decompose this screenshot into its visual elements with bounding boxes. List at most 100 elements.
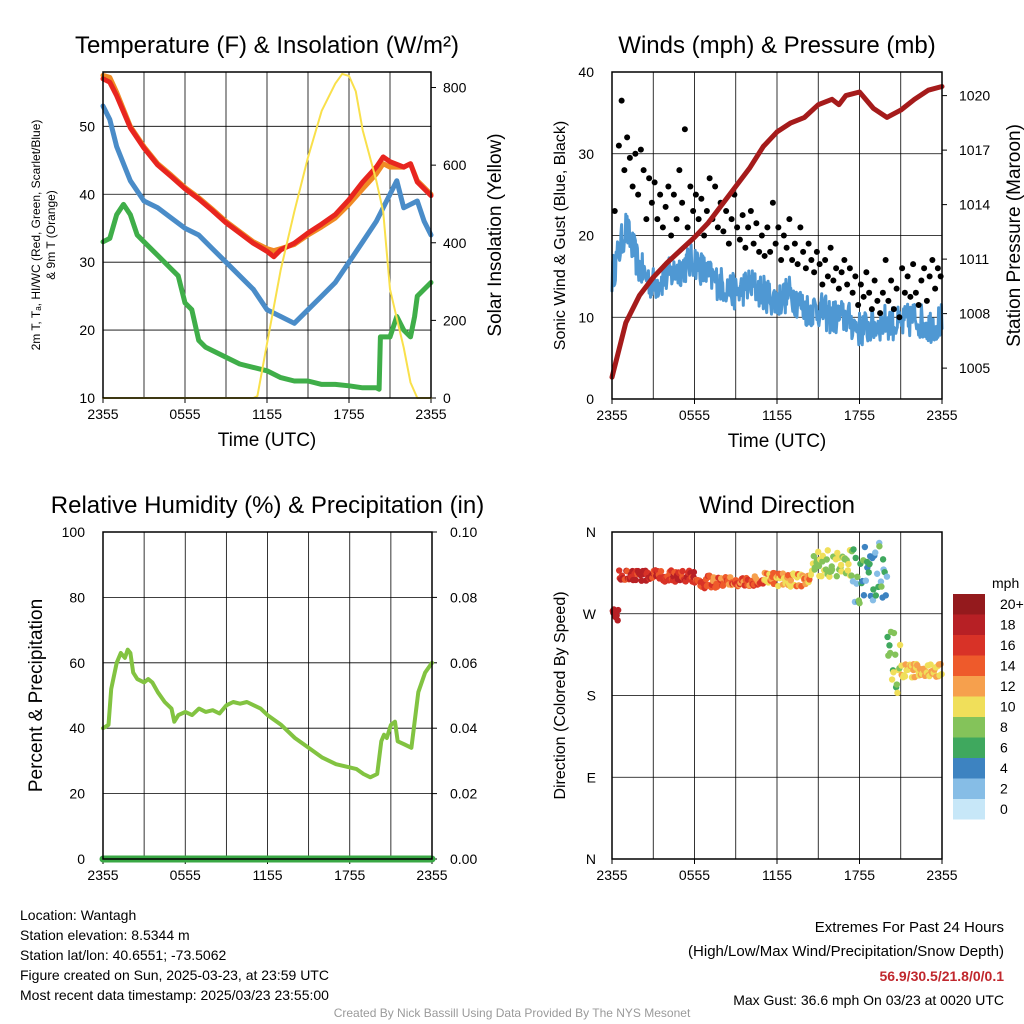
direction-point bbox=[854, 573, 861, 581]
temp-chart-xtick-label: 1755 bbox=[333, 406, 364, 422]
gust-point bbox=[769, 199, 776, 206]
direction-point bbox=[823, 556, 830, 563]
gust-point bbox=[611, 207, 618, 214]
gust-point bbox=[739, 212, 746, 219]
speed-legend-swatch bbox=[953, 655, 985, 676]
gust-point bbox=[822, 257, 829, 264]
gust-point bbox=[728, 216, 735, 223]
direction-point bbox=[787, 577, 795, 584]
gust-point bbox=[723, 207, 730, 214]
temp-chart-xlabel: Time (UTC) bbox=[218, 430, 317, 451]
gust-point bbox=[783, 244, 790, 251]
direction-point bbox=[886, 642, 893, 649]
speed-legend-swatch bbox=[953, 696, 985, 717]
wind-chart-xtick-label: 1155 bbox=[762, 407, 792, 423]
direction-point bbox=[844, 567, 852, 574]
wind-chart-y2tick-label: 1017 bbox=[959, 142, 990, 158]
station-latlon: Station lat/lon: 40.6551; -73.5062 bbox=[20, 947, 227, 963]
wind-chart-ytick-label: 0 bbox=[586, 391, 594, 407]
direction-point bbox=[826, 573, 833, 580]
wind-chart-y2label: Station Pressure (Maroon) bbox=[1004, 124, 1024, 347]
direction-point bbox=[824, 547, 831, 554]
extremes-subtitle: (High/Low/Max Wind/Precipitation/Snow De… bbox=[688, 943, 1004, 960]
direction-point bbox=[883, 573, 891, 580]
rh-chart-y2tick-label: 0.00 bbox=[450, 851, 477, 867]
direction-point bbox=[852, 554, 859, 562]
gust-point bbox=[632, 150, 639, 157]
rh-chart-y2tick-label: 0.04 bbox=[450, 720, 477, 736]
direction-point bbox=[690, 568, 698, 576]
direction-point bbox=[860, 592, 868, 599]
speed-legend-label: 12 bbox=[1000, 678, 1016, 694]
direction-point bbox=[894, 689, 901, 697]
rh-chart-plot-border bbox=[102, 531, 433, 860]
gust-point bbox=[863, 269, 870, 276]
gust-point bbox=[626, 154, 633, 161]
rh-chart-ytick-label: 40 bbox=[69, 720, 85, 736]
gust-point bbox=[868, 306, 875, 313]
wind-speed-line bbox=[610, 212, 944, 347]
gust-point bbox=[805, 240, 812, 247]
temp-chart-ytick-label: 40 bbox=[79, 186, 95, 202]
gust-point bbox=[624, 134, 631, 141]
gust-point bbox=[882, 257, 889, 264]
direction-point bbox=[853, 580, 860, 587]
temp-series-dewpoint_low bbox=[100, 201, 434, 392]
gust-point bbox=[844, 281, 851, 288]
speed-legend-label: 10 bbox=[1000, 699, 1016, 715]
gust-point bbox=[643, 216, 650, 223]
gust-point bbox=[712, 183, 719, 190]
rh-chart-xtick-label: 2355 bbox=[87, 867, 118, 883]
gust-point bbox=[824, 273, 831, 280]
gust-point bbox=[703, 207, 710, 214]
gust-point bbox=[648, 199, 655, 206]
gust-point bbox=[846, 265, 853, 272]
wind-chart-y2tick-label: 1020 bbox=[959, 88, 990, 104]
gust-point bbox=[926, 273, 933, 280]
temp-chart-ytick-label: 30 bbox=[79, 254, 95, 270]
temp-series-insolation bbox=[102, 72, 432, 399]
direction-point bbox=[856, 599, 863, 607]
direction-point bbox=[632, 576, 639, 584]
gust-point bbox=[918, 277, 925, 284]
gust-point bbox=[659, 224, 666, 231]
temp-chart-title: Temperature (F) & Insolation (W/m²) bbox=[75, 32, 459, 59]
gust-point bbox=[833, 265, 840, 272]
direction-point bbox=[845, 560, 852, 568]
recent-data-timestamp: Most recent data timestamp: 2025/03/23 2… bbox=[20, 987, 329, 1003]
gust-point bbox=[789, 257, 796, 264]
wind-chart-xtick-label: 2355 bbox=[926, 407, 957, 423]
wind-chart-ytick-label: 10 bbox=[578, 309, 594, 325]
gust-point bbox=[800, 248, 807, 255]
gust-point bbox=[662, 203, 669, 210]
wdir-chart-ytick-label: N bbox=[586, 524, 596, 540]
station-location: Location: Wantagh bbox=[20, 907, 137, 923]
gust-point bbox=[866, 289, 873, 296]
direction-point bbox=[727, 574, 734, 581]
gust-point bbox=[742, 244, 749, 251]
gust-point bbox=[877, 310, 884, 317]
gust-point bbox=[646, 175, 653, 182]
gust-point bbox=[915, 301, 922, 308]
temp-chart-xtick-label: 2355 bbox=[87, 406, 118, 422]
speed-legend-label: 18 bbox=[1000, 617, 1016, 633]
rh-chart-ytick-label: 80 bbox=[69, 589, 85, 605]
wdir-chart-ylabel: Direction (Colored By Speed) bbox=[552, 591, 569, 799]
extremes-panel: Extremes For Past 24 Hours (High/Low/Max… bbox=[688, 916, 1004, 1012]
gust-point bbox=[830, 277, 837, 284]
rh-chart-xtick-label: 0555 bbox=[170, 867, 201, 883]
gust-point bbox=[827, 244, 834, 251]
wdir-chart-xtick-label: 0555 bbox=[679, 867, 710, 883]
direction-point bbox=[833, 573, 840, 580]
speed-legend-label: 20+ bbox=[1000, 596, 1024, 612]
gust-point bbox=[778, 257, 785, 264]
direction-point bbox=[861, 543, 869, 551]
gust-point bbox=[890, 306, 897, 313]
rh-chart-y2tick-label: 0.02 bbox=[450, 786, 477, 802]
gust-point bbox=[929, 257, 936, 264]
gust-point bbox=[893, 285, 900, 292]
gust-point bbox=[753, 220, 760, 227]
temp-chart-y2tick-label: 200 bbox=[443, 312, 467, 328]
direction-point bbox=[710, 574, 718, 581]
direction-point bbox=[876, 543, 883, 550]
